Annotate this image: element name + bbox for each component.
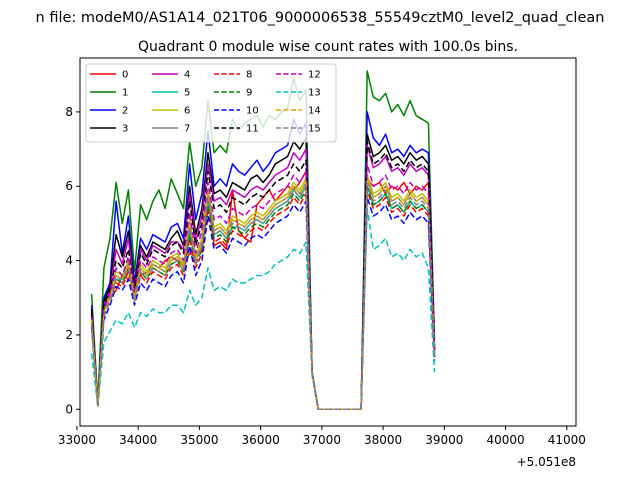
series-line-6 [90, 174, 436, 411]
legend-label-7: 7 [184, 124, 190, 135]
figure-suptitle: n file: modeM0/AS1A14_021T06_9000006538_… [36, 10, 605, 26]
legend-label-11: 11 [246, 124, 259, 135]
legend-label-0: 0 [122, 70, 128, 81]
legend-label-5: 5 [184, 88, 190, 99]
legend-label-4: 4 [184, 70, 190, 81]
x-tick-label: 41000 [548, 433, 586, 447]
x-axis: 33000 34000 35000 36000 37000 38000 39000 40000… [58, 426, 586, 447]
y-tick-label: 4 [65, 254, 73, 268]
legend-label-9: 9 [246, 88, 252, 99]
legend-label-2: 2 [122, 106, 128, 117]
x-tick-label: 33000 [58, 433, 96, 447]
legend-label-10: 10 [246, 106, 259, 117]
legend-label-12: 12 [308, 70, 321, 81]
x-tick-label: 38000 [364, 433, 402, 447]
series-line-14 [90, 178, 436, 411]
y-axis: 0 2 4 6 8 [65, 105, 80, 416]
x-tick-label: 36000 [242, 433, 280, 447]
x-tick-label: 39000 [425, 433, 463, 447]
x-offset-label: +5.051e8 [517, 455, 576, 469]
series-line-8 [90, 189, 436, 411]
series-line-3 [90, 133, 436, 411]
legend-label-8: 8 [246, 70, 252, 81]
series-line-12 [90, 163, 436, 411]
series-line-4 [90, 144, 436, 411]
series-line-9 [90, 185, 436, 411]
x-tick-label: 37000 [303, 433, 341, 447]
series-line-10 [90, 196, 436, 411]
legend-label-15: 15 [308, 124, 321, 135]
series-line-13 [90, 207, 436, 411]
legend-label-14: 14 [308, 106, 321, 117]
series-line-11 [90, 140, 436, 411]
y-tick-label: 2 [65, 328, 73, 342]
y-tick-label: 6 [65, 179, 73, 193]
chart-title: Quadrant 0 module wise count rates with … [138, 39, 518, 55]
legend-label-6: 6 [184, 106, 190, 117]
series-line-2 [90, 111, 436, 411]
legend-label-1: 1 [122, 88, 128, 99]
x-tick-label: 40000 [486, 433, 524, 447]
axes-frame [79, 57, 577, 427]
legend-label-13: 13 [308, 88, 321, 99]
y-tick-label: 8 [65, 105, 73, 119]
x-tick-label: 34000 [119, 433, 157, 447]
legend-box [85, 63, 337, 143]
x-tick-label: 35000 [180, 433, 218, 447]
y-tick-label: 0 [65, 402, 73, 416]
legend-label-3: 3 [122, 124, 128, 135]
